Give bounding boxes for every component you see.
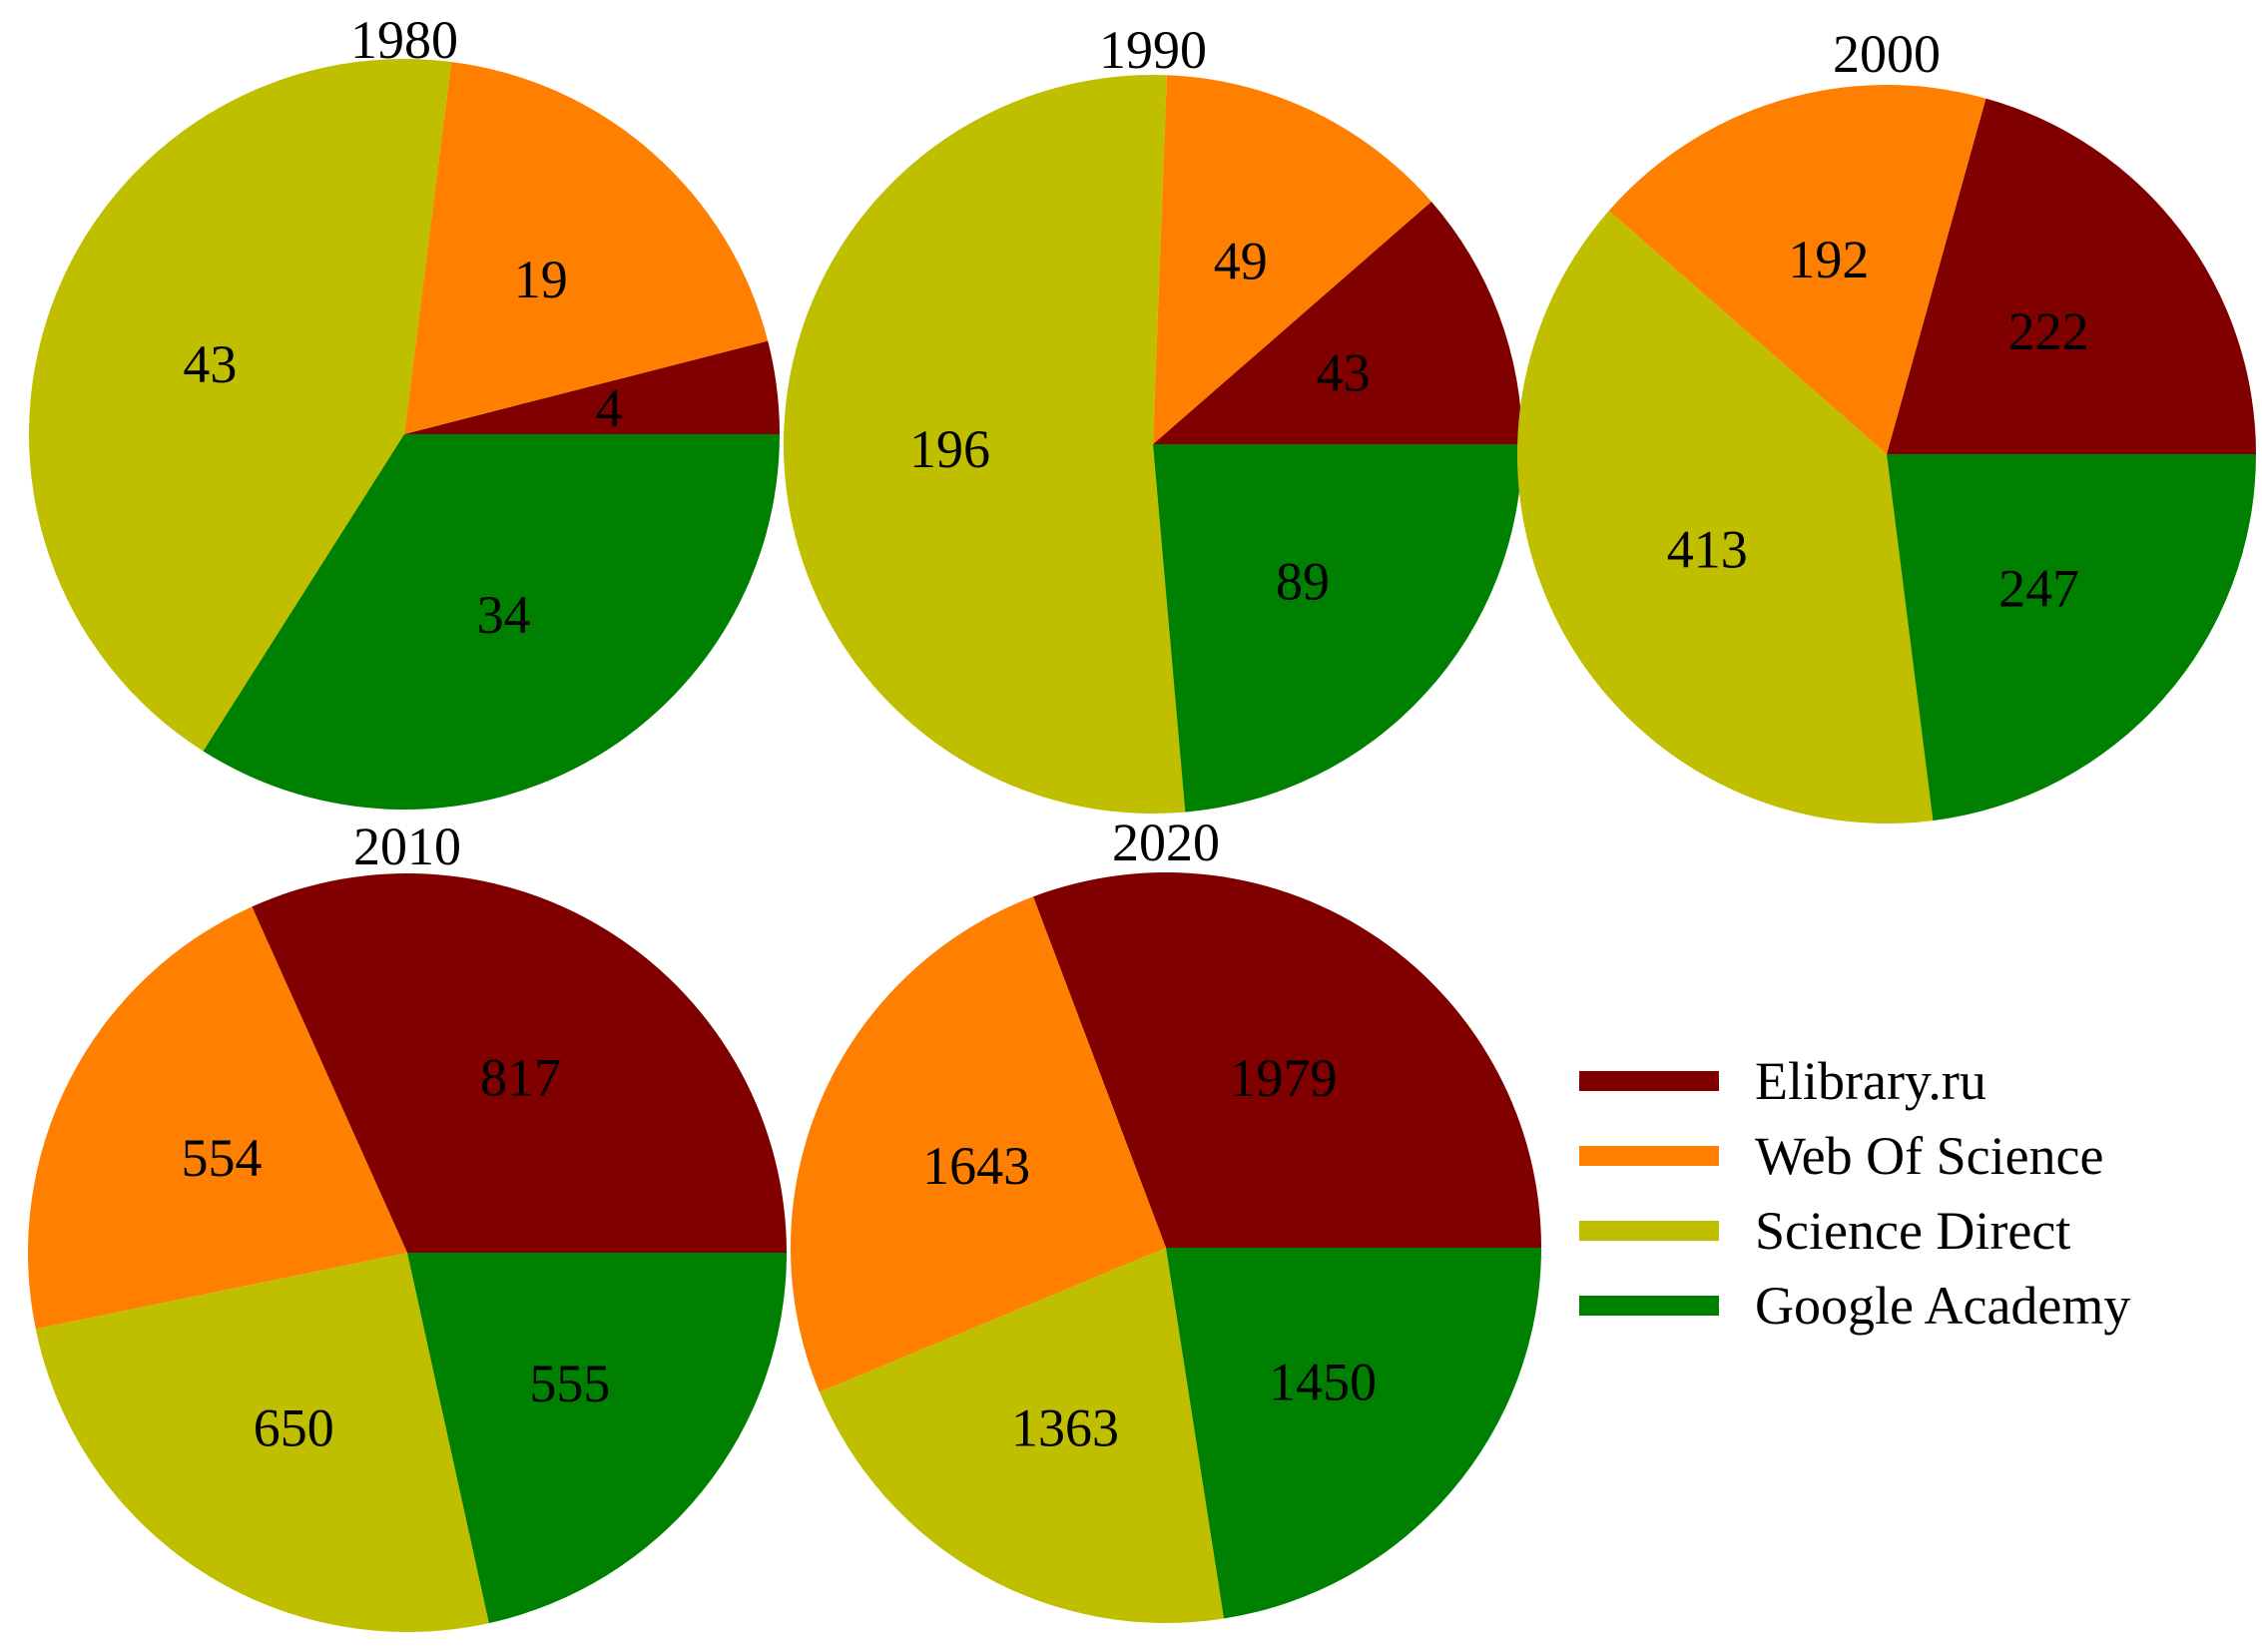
pie-1980-label-google-academy: 34 — [477, 585, 531, 645]
legend-label-elibrary-ru: Elibrary.ru — [1755, 1051, 1986, 1111]
pie-2000: 222 192 413 247 2000 — [1516, 24, 2256, 825]
pie-2000-slice-elibrary-ru — [1887, 98, 2256, 455]
pie-title-2000: 2000 — [1833, 24, 1941, 84]
pie-1980-label-elibrary-ru: 4 — [596, 378, 623, 438]
pie-2020-slice-science-direct — [819, 1248, 1225, 1623]
legend-swatch-science-direct — [1579, 1221, 1719, 1241]
pie-2000-label-google-academy: 247 — [1998, 559, 2079, 619]
pie-1990-slice-science-direct — [783, 74, 1186, 814]
pie-1990-label-google-academy: 89 — [1276, 551, 1330, 611]
legend-swatch-elibrary-ru — [1579, 1071, 1719, 1091]
pie-2010-label-web-of-science: 554 — [181, 1128, 262, 1188]
pie-charts-group: 4 19 43 34 1980 43 49 196 89 1990 222 192 413 247 2000… — [27, 10, 2256, 1632]
legend: Elibrary.ru Web Of Science Science Direct G… — [1579, 1051, 2130, 1336]
pie-2020-label-web-of-science: 1643 — [922, 1136, 1030, 1196]
pie-2020-slice-google-academy — [1166, 1248, 1541, 1619]
pie-1980-slice-science-direct — [28, 58, 452, 752]
pie-1980-slice-web-of-science — [404, 61, 769, 435]
pie-1990: 43 49 196 89 1990 — [783, 20, 1522, 814]
pie-2020-slice-web-of-science — [791, 896, 1166, 1392]
pie-title-1990: 1990 — [1099, 20, 1207, 80]
pie-2000-slice-web-of-science — [1608, 85, 1986, 455]
pie-2020-label-elibrary-ru: 1979 — [1230, 1048, 1338, 1108]
pie-1990-label-science-direct: 196 — [909, 419, 990, 479]
pie-1990-label-elibrary-ru: 43 — [1317, 343, 1371, 403]
legend-swatch-web-of-science — [1579, 1146, 1719, 1166]
pie-1980: 4 19 43 34 1980 — [28, 10, 780, 811]
legend-label-google-academy: Google Academy — [1755, 1276, 2130, 1336]
pie-title-2010: 2010 — [353, 817, 461, 876]
pie-2010-slice-web-of-science — [27, 906, 408, 1330]
pie-2010-slice-science-direct — [35, 1253, 489, 1632]
pie-2020: 1979 1643 1363 1450 2020 — [791, 813, 1542, 1623]
legend-label-web-of-science: Web Of Science — [1755, 1126, 2104, 1186]
pie-2020-label-google-academy: 1450 — [1269, 1352, 1377, 1411]
pie-1980-slice-elibrary-ru — [404, 340, 780, 434]
legend-label-science-direct: Science Direct — [1755, 1201, 2070, 1261]
pie-1980-label-web-of-science: 19 — [514, 250, 568, 309]
pie-2010: 817 554 650 555 2010 — [27, 817, 787, 1632]
legend-item-google-academy: Google Academy — [1579, 1276, 2130, 1336]
pie-2010-label-elibrary-ru: 817 — [480, 1048, 561, 1108]
legend-swatch-google-academy — [1579, 1296, 1719, 1316]
pie-1990-slice-web-of-science — [1153, 75, 1431, 444]
pie-2000-label-science-direct: 413 — [1667, 520, 1748, 580]
pie-1980-slice-google-academy — [203, 434, 780, 811]
pie-2020-slice-elibrary-ru — [1033, 871, 1542, 1248]
legend-item-web-of-science: Web Of Science — [1579, 1126, 2104, 1186]
pie-1980-label-science-direct: 43 — [183, 334, 237, 394]
pie-2000-slice-google-academy — [1887, 454, 2256, 822]
pie-2010-label-google-academy: 555 — [529, 1354, 610, 1413]
legend-item-science-direct: Science Direct — [1579, 1201, 2070, 1261]
pie-title-1980: 1980 — [350, 10, 458, 70]
pie-2000-label-elibrary-ru: 222 — [2008, 301, 2089, 361]
legend-item-elibrary-ru: Elibrary.ru — [1579, 1051, 1986, 1111]
pie-1990-label-web-of-science: 49 — [1214, 231, 1268, 290]
pie-2010-slice-elibrary-ru — [252, 872, 787, 1253]
pie-1990-slice-google-academy — [1153, 444, 1522, 813]
pie-2000-slice-science-direct — [1516, 211, 1934, 825]
pie-2010-label-science-direct: 650 — [254, 1397, 334, 1457]
pie-1990-slice-elibrary-ru — [1153, 201, 1522, 444]
pie-2010-slice-google-academy — [407, 1253, 787, 1624]
pie-2020-label-science-direct: 1363 — [1011, 1397, 1119, 1457]
pie-title-2020: 2020 — [1112, 813, 1220, 872]
pie-2000-label-web-of-science: 192 — [1788, 230, 1869, 289]
